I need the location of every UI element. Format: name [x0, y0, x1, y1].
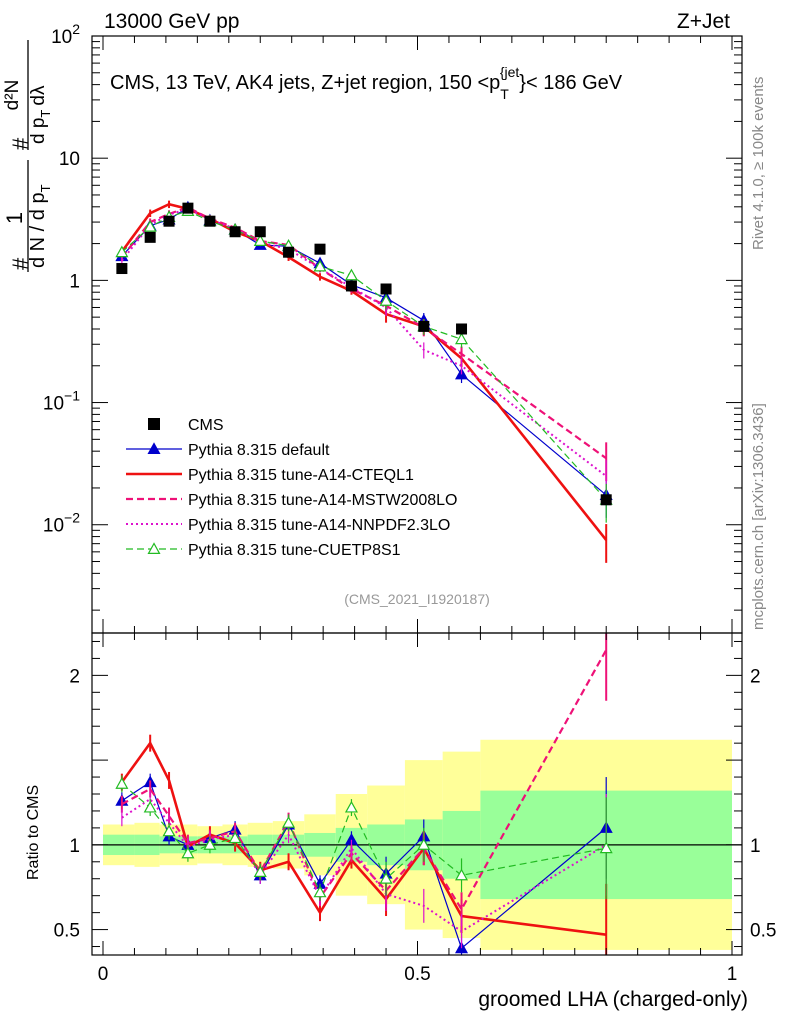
marker-ratio-4-11: [417, 838, 431, 850]
legend-label-3: Pythia 8.315 tune-A14-MSTW2008LO: [188, 492, 457, 509]
ylabel-frac2-den-sub: T: [38, 110, 53, 118]
main-ytick-label-2: 1: [69, 271, 80, 292]
ylabel-frac1-den-main: d N / d p: [27, 192, 49, 268]
ylabel-frac1-den: d N / d pT: [27, 184, 53, 268]
data-point-4: [204, 215, 216, 227]
ylabel-frac2-den-tail: dλ: [28, 85, 49, 106]
main-ytick-label-4: 10−2: [43, 510, 80, 537]
series-line-main-1: [120, 202, 608, 541]
marker-main-4-9: [344, 268, 358, 281]
series-line-ratio-2: [121, 649, 608, 912]
legend-label-1: Pythia 8.315 default: [188, 442, 330, 459]
ratio-ytick-label-right-1: 1: [750, 836, 761, 857]
x-axis-label: groomed LHA (charged-only): [478, 988, 748, 1011]
x-tick-label-2: 1: [727, 964, 738, 985]
ylabel-frac1-den-sub: T: [38, 184, 53, 192]
legend-label-5: Pythia 8.315 tune-CUETP8S1: [188, 542, 401, 559]
data-point-2: [163, 215, 175, 227]
marker-main-4-6: [253, 234, 267, 246]
marker-ratio-4-3: [181, 846, 195, 859]
chart-title-sup: {jet: [500, 64, 520, 80]
chart-title-pre: CMS, 13 TeV, AK4 jets, Z+jet region, 150…: [110, 72, 500, 94]
legend-label-0: CMS: [188, 417, 224, 434]
ylabel-hash-1: #: [8, 257, 33, 270]
main-ytick-label-0: 102: [51, 21, 80, 48]
x-tick-label-1: 0.5: [404, 964, 430, 985]
ylabel-hash-2: #: [8, 137, 33, 150]
legend-marker-0: [148, 418, 160, 430]
chart-title: CMS, 13 TeV, AK4 jets, Z+jet region, 150…: [110, 64, 623, 102]
data-point-11: [418, 320, 430, 332]
main-ytick-exp-4: −2: [64, 510, 80, 526]
main-panel-series: [115, 200, 613, 563]
marker-main-4-12: [455, 332, 469, 345]
x-tick-label-0: 0: [98, 964, 109, 985]
ratio-ytick-label-right-2: 2: [750, 666, 761, 687]
marker-ratio-4-7: [282, 816, 296, 828]
y-axis-label-main: # 1 d N / d pT # d²N d pTdλ: [2, 40, 53, 272]
data-point-10: [380, 283, 392, 295]
ratio-ytick-label-left-1: 1: [69, 836, 80, 857]
marker-ratio-4-13: [599, 841, 613, 854]
data-point-9: [345, 280, 357, 292]
data-point-13: [600, 494, 612, 506]
chart-title-sub: T: [500, 86, 509, 102]
rivet-version-text: Rivet 4.1.0, ≥ 100k events: [750, 77, 767, 250]
y-axis-label-ratio: Ratio to CMS: [25, 785, 42, 880]
data-point-3: [182, 202, 194, 214]
ratio-ytick-label-left-0: 0.5: [54, 921, 80, 942]
ratio-ytick-label-left-2: 2: [69, 666, 80, 687]
series-line-main-3: [121, 207, 607, 477]
header-left: 13000 GeV pp: [104, 10, 239, 33]
series-line-ratio-3: [121, 797, 607, 933]
marker-ratio-4-5: [228, 831, 242, 844]
legend: CMS Pythia 8.315 default Pythia 8.315 tune…: [126, 417, 457, 559]
marker-ratio-4-4: [203, 838, 217, 850]
ylabel-frac2-den: d pTdλ: [28, 85, 53, 144]
marker-ratio-4-12: [455, 868, 469, 881]
main-ytick-label-3: 10−1: [43, 388, 80, 415]
marker-ratio-4-1: [143, 800, 157, 813]
marker-ratio-4-10: [379, 872, 393, 884]
chart-title-post: }< 186 GeV: [519, 72, 623, 94]
data-point-6: [254, 226, 266, 238]
marker-ratio-4-8: [313, 885, 327, 898]
legend-label-2: Pythia 8.315 tune-A14-CTEQL1: [188, 467, 414, 484]
main-ytick-exp-0: 2: [72, 21, 80, 37]
marker-ratio-4-9: [344, 800, 358, 813]
main-ytick-base-0: 10: [51, 27, 72, 48]
data-point-7: [283, 246, 295, 258]
legend-marker-1: [147, 442, 161, 454]
ylabel-frac2-den-main: d p: [28, 118, 49, 144]
data-point-5: [229, 226, 241, 238]
marker-main-4-10: [379, 294, 393, 306]
header-right: Z+Jet: [677, 10, 730, 33]
marker-main-4-0: [115, 245, 129, 258]
main-ytick-exp-3: −1: [64, 388, 80, 404]
ratio-ytick-label-right-0: 0.5: [750, 921, 776, 942]
mcplots-credit-text: mcplots.cern.ch [arXiv:1306.3436]: [750, 403, 767, 630]
main-ytick-base-4: 10: [43, 516, 64, 537]
marker-ratio-4-0: [115, 777, 129, 789]
main-ytick-label-1: 10: [59, 149, 80, 170]
series-line-main-4: [121, 210, 607, 501]
marker-ratio-4-2: [162, 824, 176, 837]
marker-main-4-8: [313, 259, 327, 272]
legend-marker-5: [147, 542, 161, 555]
data-point-8: [314, 243, 326, 255]
ratio-panel-series: [115, 633, 613, 955]
main-ytick-base-3: 10: [43, 394, 64, 415]
data-point-12: [456, 323, 468, 335]
ylabel-frac1-num: 1: [2, 212, 27, 224]
data-point-0: [116, 263, 128, 275]
reference-label: (CMS_2021_I1920187): [344, 591, 490, 607]
legend-label-4: Pythia 8.315 tune-A14-NNPDF2.3LO: [188, 517, 450, 534]
ylabel-frac2-num: d²N: [2, 80, 23, 111]
marker-main-4-1: [143, 219, 157, 232]
marker-ratio-4-6: [253, 865, 267, 877]
data-point-1: [144, 231, 156, 243]
